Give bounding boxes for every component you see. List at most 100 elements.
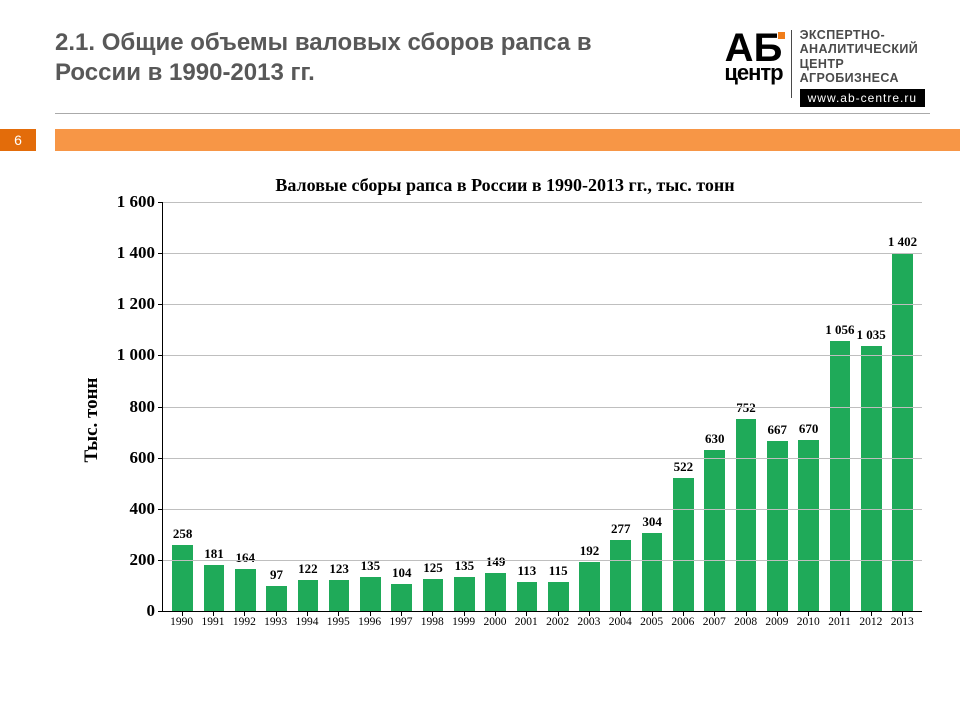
bar-value-label: 104 bbox=[392, 565, 412, 581]
bar-value-label: 277 bbox=[611, 521, 631, 537]
bar-value-label: 1 035 bbox=[857, 327, 886, 343]
bar bbox=[423, 579, 444, 611]
grid-line bbox=[163, 355, 922, 356]
bar bbox=[172, 545, 193, 611]
bar-value-label: 122 bbox=[298, 561, 318, 577]
bar bbox=[736, 419, 757, 611]
title-block: 2.1. Общие объемы валовых сборов рапса в… bbox=[55, 28, 595, 88]
bar-value-label: 752 bbox=[736, 400, 756, 416]
bar bbox=[204, 565, 225, 611]
y-tick-label: 1 000 bbox=[117, 345, 163, 365]
x-tick-label: 2000 bbox=[479, 612, 510, 637]
y-tick-mark bbox=[158, 355, 163, 356]
x-tick-label: 2006 bbox=[667, 612, 698, 637]
x-tick-label: 2005 bbox=[636, 612, 667, 637]
x-tick-label: 1993 bbox=[260, 612, 291, 637]
bar-value-label: 97 bbox=[270, 567, 283, 583]
bar bbox=[298, 580, 319, 611]
y-tick-mark bbox=[158, 253, 163, 254]
bar bbox=[892, 253, 913, 611]
y-tick-mark bbox=[158, 458, 163, 459]
y-tick-mark bbox=[158, 407, 163, 408]
bar-value-label: 125 bbox=[423, 560, 443, 576]
bar bbox=[517, 582, 538, 611]
y-axis-label: Тыс. тонн bbox=[81, 377, 103, 462]
y-tick-label: 1 400 bbox=[117, 243, 163, 263]
grid-line bbox=[163, 253, 922, 254]
y-tick-label: 1 600 bbox=[117, 192, 163, 212]
bar-value-label: 1 056 bbox=[825, 322, 854, 338]
grid-line bbox=[163, 509, 922, 510]
header-rule bbox=[55, 113, 930, 114]
y-tick-mark bbox=[158, 304, 163, 305]
bar-value-label: 304 bbox=[642, 514, 662, 530]
x-tick-label: 2004 bbox=[605, 612, 636, 637]
logo: АБ центр ЭКСПЕРТНО- АНАЛИТИЧЕСКИЙ ЦЕНТР … bbox=[724, 28, 925, 107]
x-tick-label: 1990 bbox=[166, 612, 197, 637]
bar-value-label: 115 bbox=[549, 563, 568, 579]
x-tick-label: 1991 bbox=[197, 612, 228, 637]
bar bbox=[454, 577, 475, 612]
bar bbox=[329, 580, 350, 611]
x-tick-label: 2009 bbox=[761, 612, 792, 637]
bar bbox=[830, 341, 851, 611]
logo-url: www.ab-centre.ru bbox=[800, 89, 925, 107]
x-tick-label: 2008 bbox=[730, 612, 761, 637]
bar-value-label: 667 bbox=[768, 422, 788, 438]
bar-value-label: 522 bbox=[674, 459, 694, 475]
bar bbox=[642, 533, 663, 611]
bar bbox=[861, 346, 882, 611]
grid-line bbox=[163, 407, 922, 408]
grid-line bbox=[163, 560, 922, 561]
bar bbox=[767, 441, 788, 612]
x-tick-label: 2010 bbox=[793, 612, 824, 637]
logo-mark: АБ центр bbox=[724, 28, 782, 84]
x-tick-label: 1994 bbox=[291, 612, 322, 637]
bar-value-label: 123 bbox=[329, 561, 349, 577]
logo-divider bbox=[791, 30, 792, 98]
accent-bar: 6 bbox=[0, 129, 960, 151]
x-tick-label: 2002 bbox=[542, 612, 573, 637]
x-tick-label: 1998 bbox=[417, 612, 448, 637]
x-tick-label: 1999 bbox=[448, 612, 479, 637]
y-tick-mark bbox=[158, 509, 163, 510]
chart-title: Валовые сборы рапса в России в 1990-2013… bbox=[80, 175, 930, 196]
bar bbox=[610, 540, 631, 611]
header: 2.1. Общие объемы валовых сборов рапса в… bbox=[0, 0, 960, 107]
bar-value-label: 258 bbox=[173, 526, 193, 542]
bar bbox=[579, 562, 600, 611]
x-axis: 1990199119921993199419951996199719981999… bbox=[162, 612, 922, 637]
bar bbox=[704, 450, 725, 611]
x-tick-label: 2003 bbox=[573, 612, 604, 637]
plot: Тыс. тонн 258181164971221231351041251351… bbox=[162, 202, 922, 637]
x-tick-label: 1992 bbox=[229, 612, 260, 637]
bar-value-label: 113 bbox=[518, 563, 537, 579]
logo-desc: ЭКСПЕРТНО- АНАЛИТИЧЕСКИЙ ЦЕНТР АГРОБИЗНЕ… bbox=[800, 28, 925, 86]
logo-text: ЭКСПЕРТНО- АНАЛИТИЧЕСКИЙ ЦЕНТР АГРОБИЗНЕ… bbox=[800, 28, 925, 107]
grid-line bbox=[163, 458, 922, 459]
y-tick-mark bbox=[158, 560, 163, 561]
bar-value-label: 164 bbox=[235, 550, 255, 566]
bar-value-label: 192 bbox=[580, 543, 600, 559]
x-tick-label: 2007 bbox=[699, 612, 730, 637]
grid-line bbox=[163, 304, 922, 305]
bar-value-label: 630 bbox=[705, 431, 725, 447]
page-number-badge: 6 bbox=[0, 129, 36, 151]
page-title: 2.1. Общие объемы валовых сборов рапса в… bbox=[55, 28, 595, 88]
y-tick-label: 1 200 bbox=[117, 294, 163, 314]
x-tick-label: 1996 bbox=[354, 612, 385, 637]
chart: Валовые сборы рапса в России в 1990-2013… bbox=[80, 175, 930, 685]
plot-area: 2581811649712212313510412513514911311519… bbox=[162, 202, 922, 612]
x-tick-label: 2013 bbox=[887, 612, 918, 637]
bar bbox=[485, 573, 506, 611]
bar bbox=[391, 584, 412, 611]
x-tick-label: 2011 bbox=[824, 612, 855, 637]
bar bbox=[235, 569, 256, 611]
bar-value-label: 670 bbox=[799, 421, 819, 437]
bar bbox=[266, 586, 287, 611]
bar-value-label: 1 402 bbox=[888, 234, 917, 250]
bar bbox=[798, 440, 819, 611]
bar-value-label: 149 bbox=[486, 554, 506, 570]
x-tick-label: 2012 bbox=[855, 612, 886, 637]
x-tick-label: 2001 bbox=[511, 612, 542, 637]
